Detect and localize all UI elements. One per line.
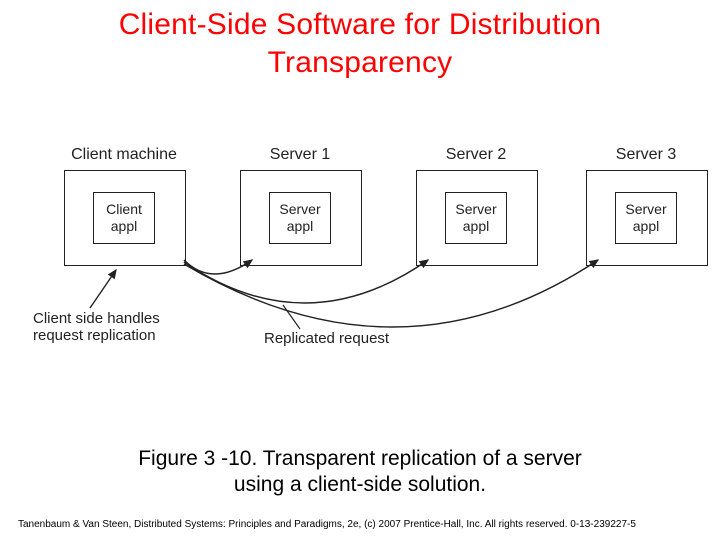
client-side-line1: Client side handles	[33, 310, 160, 327]
server3-app-line1: Server	[625, 201, 666, 217]
server2-app-line2: appl	[463, 218, 489, 234]
client-side-line2: request replication	[33, 327, 156, 344]
server2-app-box: Server appl	[445, 192, 507, 244]
caption-line2: using a client-side solution.	[234, 473, 486, 496]
figure-caption: Figure 3 -10. Transparent replication of…	[0, 446, 720, 499]
slide-title: Client-Side Software for Distribution Tr…	[0, 0, 720, 81]
server1-app-line2: appl	[287, 218, 313, 234]
client-app-box: Client appl	[93, 192, 155, 244]
client-side-annotation: Client side handles request replication	[33, 310, 160, 344]
machine-label-server2: Server 2	[416, 146, 536, 164]
client-app-line1: Client	[106, 201, 142, 217]
footer-citation: Tanenbaum & Van Steen, Distributed Syste…	[0, 519, 720, 530]
server2-app-line1: Server	[455, 201, 496, 217]
machine-label-server1: Server 1	[240, 146, 360, 164]
server1-app-box: Server appl	[269, 192, 331, 244]
machine-label-server3: Server 3	[586, 146, 706, 164]
server3-app-line2: appl	[633, 218, 659, 234]
machine-label-client: Client machine	[52, 146, 196, 164]
server3-app-box: Server appl	[615, 192, 677, 244]
client-app-line2: appl	[111, 218, 137, 234]
server1-app-line1: Server	[279, 201, 320, 217]
caption-line1: Figure 3 -10. Transparent replication of…	[138, 447, 582, 470]
diagram: Client machine Client appl Server 1 Serv…	[0, 140, 720, 400]
replicated-annotation: Replicated request	[264, 330, 389, 347]
